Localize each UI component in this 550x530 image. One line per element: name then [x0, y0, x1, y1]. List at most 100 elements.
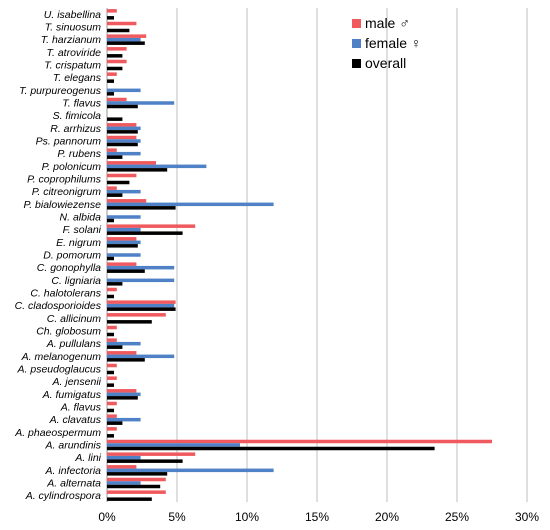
- bar-female: [107, 88, 141, 93]
- bar-overall: [107, 269, 145, 273]
- bar-female: [107, 455, 141, 460]
- category-label: R. arrhizus: [50, 123, 102, 135]
- bar-female: [107, 303, 175, 308]
- category-label: F. solani: [63, 224, 102, 236]
- bar-overall: [107, 446, 435, 451]
- category-label: A. clavatus: [49, 414, 102, 426]
- bar-overall: [107, 41, 145, 45]
- bar-male: [107, 490, 166, 494]
- bar-female: [107, 265, 175, 270]
- bar-overall: [107, 484, 161, 489]
- bar-male: [107, 338, 117, 342]
- category-label: A. pseudoglaucus: [17, 364, 102, 376]
- bar-overall: [107, 130, 138, 134]
- bar-female: [107, 278, 175, 283]
- category-label: S. fimicola: [53, 110, 102, 122]
- bar-female: [107, 341, 141, 346]
- bar-male: [107, 389, 137, 393]
- category-label: T. harzianum: [41, 34, 102, 46]
- bar-female: [107, 126, 141, 131]
- legend-swatch: [352, 59, 361, 68]
- category-label: A. melanogenum: [21, 351, 102, 363]
- bar-overall: [107, 66, 123, 71]
- bar-overall: [107, 218, 114, 223]
- x-tick-label: 15%: [305, 510, 329, 524]
- category-label: D. pomorum: [43, 250, 101, 262]
- category-label: C. gonophylla: [37, 262, 101, 274]
- category-label: P. coprophilums: [27, 174, 102, 186]
- bar-male: [107, 313, 166, 317]
- bar-male: [107, 300, 176, 304]
- category-label: P. rubens: [57, 148, 101, 160]
- bar-male: [107, 262, 137, 266]
- bar-male: [107, 363, 117, 368]
- bar-overall: [107, 180, 130, 185]
- bar-overall: [107, 256, 114, 261]
- bar-male: [107, 173, 137, 178]
- bar-female: [107, 468, 274, 473]
- bar-male: [107, 34, 147, 38]
- category-label: A. pullulans: [46, 338, 102, 350]
- category-label: Ps. pannorum: [36, 136, 102, 148]
- bar-overall: [107, 117, 123, 121]
- x-tick-label: 20%: [375, 510, 399, 524]
- bar-female: [107, 139, 141, 143]
- x-tick-labels: 0% 5% 10% 15% 20% 25% 30%: [98, 510, 539, 524]
- bar-overall: [107, 244, 138, 248]
- bar-overall: [107, 92, 114, 96]
- category-label: E. nigrum: [56, 237, 101, 249]
- category-label: A. infectoria: [45, 465, 102, 477]
- bar-overall: [107, 472, 168, 476]
- bar-male: [107, 47, 127, 51]
- bar-male: [107, 148, 117, 152]
- legend-label: male ♂: [365, 15, 410, 31]
- category-label: C. ligniaria: [51, 275, 101, 287]
- legend-swatch: [352, 39, 361, 48]
- bar-male: [107, 161, 156, 165]
- bar-overall: [107, 370, 114, 375]
- gridlines: [106, 8, 528, 502]
- bar-male: [107, 135, 137, 140]
- bar-overall: [107, 459, 183, 463]
- category-label: T. atroviride: [47, 47, 102, 59]
- category-label: N. albida: [60, 212, 102, 224]
- bar-overall: [107, 396, 138, 400]
- bar-female: [107, 392, 141, 397]
- bar-female: [107, 354, 175, 359]
- category-label: C. halotolerans: [30, 288, 101, 300]
- bar-male: [107, 465, 137, 469]
- bar-male: [107, 186, 117, 190]
- category-label: T. crispatum: [44, 60, 101, 72]
- bar-overall: [107, 54, 123, 58]
- category-label: C. cladosporioides: [15, 300, 102, 312]
- category-label: A. jensenii: [52, 376, 102, 388]
- bar-male: [107, 199, 147, 203]
- x-tick-label: 0%: [98, 510, 116, 524]
- bar-male: [107, 351, 137, 355]
- x-tick-label: 10%: [235, 510, 259, 524]
- bar-male: [107, 287, 117, 292]
- bar-overall: [107, 497, 152, 501]
- bar-male: [107, 123, 137, 127]
- bar-overall: [107, 421, 123, 425]
- bar-male: [107, 401, 117, 406]
- bar-male: [107, 325, 117, 330]
- bar-overall: [107, 142, 138, 147]
- bar-female: [107, 417, 141, 422]
- bar-overall: [107, 104, 138, 109]
- legend: male ♂ female ♀ overall: [352, 15, 421, 71]
- x-tick-label: 30%: [515, 510, 539, 524]
- category-label: A. cylindrospora: [25, 490, 101, 502]
- bar-overall: [107, 79, 114, 83]
- category-label: A. flavus: [60, 402, 102, 414]
- bar-male: [107, 439, 492, 444]
- bar-male: [107, 21, 137, 26]
- bar-overall: [107, 408, 114, 413]
- bars: [107, 9, 492, 501]
- category-label: A. phaeospermum: [14, 427, 101, 439]
- x-tick-label: 25%: [445, 510, 469, 524]
- bar-overall: [107, 383, 114, 387]
- bar-overall: [107, 16, 114, 20]
